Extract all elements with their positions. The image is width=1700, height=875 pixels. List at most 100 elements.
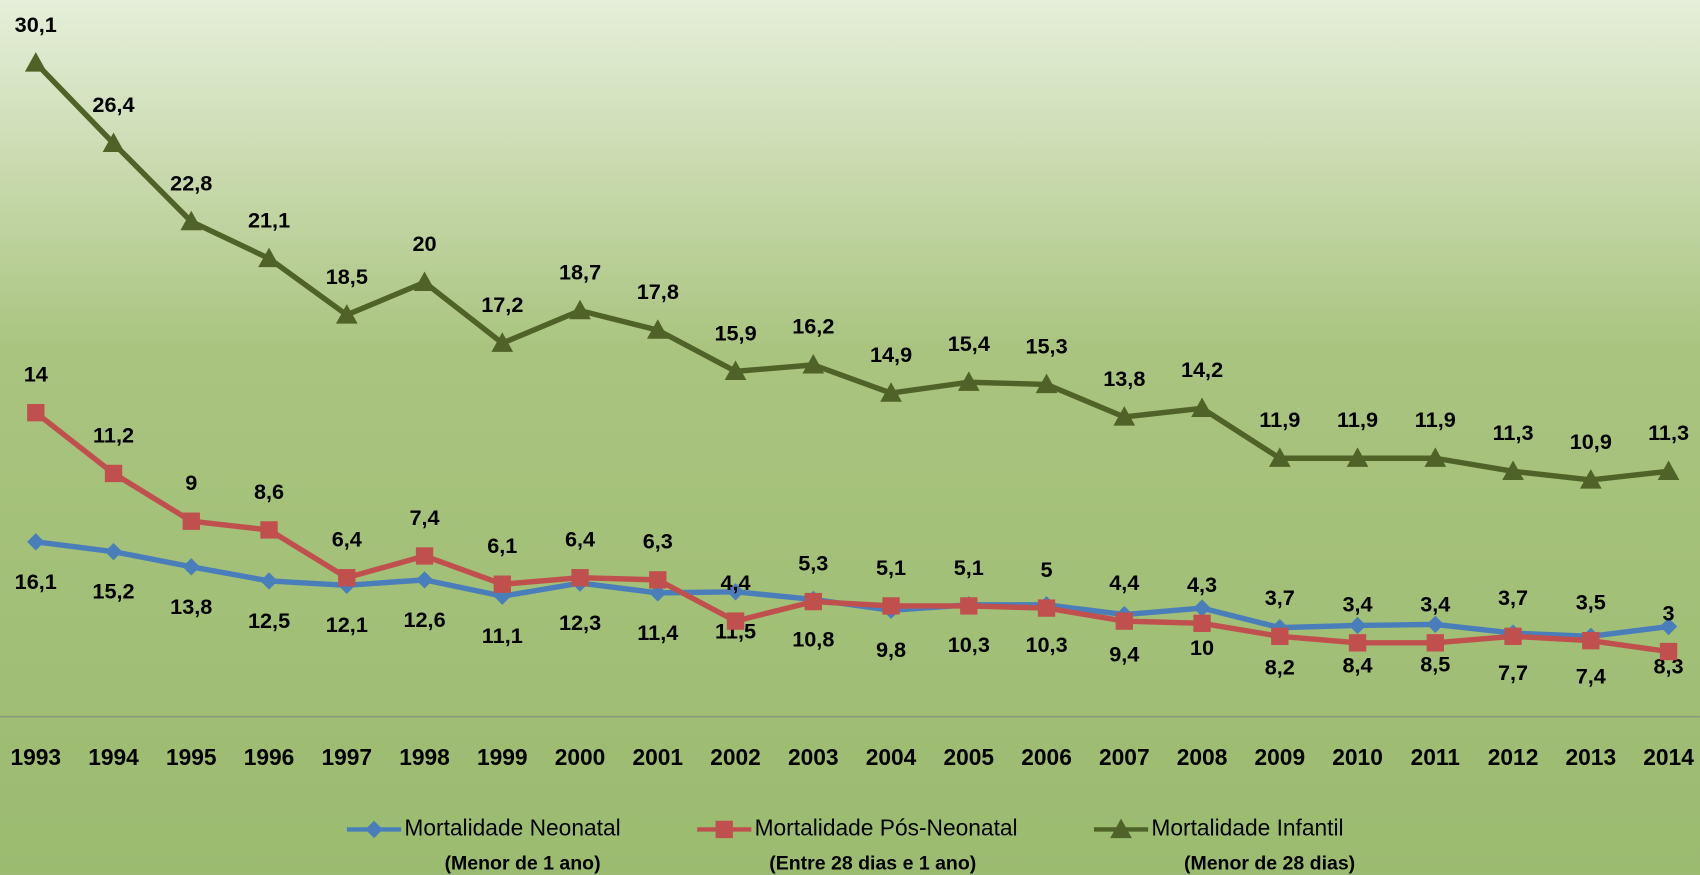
marker: [102, 132, 125, 153]
marker: [491, 332, 514, 352]
marker: [180, 210, 203, 231]
x-tick-label: 2007: [1099, 744, 1150, 770]
data-label: 4,4: [1109, 570, 1139, 595]
data-label: 6,3: [643, 529, 673, 554]
data-label: 3: [1663, 600, 1675, 625]
data-label: 14: [24, 362, 48, 387]
data-label: 11,9: [1259, 407, 1300, 432]
x-tick-label: 1999: [477, 744, 528, 770]
marker: [493, 575, 511, 593]
x-tick-label: 1997: [321, 744, 372, 770]
data-label: 4,4: [720, 570, 750, 595]
marker: [1035, 373, 1058, 394]
data-label: 11,1: [482, 623, 523, 648]
marker: [182, 558, 200, 576]
data-label: 11,3: [1493, 420, 1534, 445]
data-label: 10,3: [1025, 632, 1067, 657]
data-label: 8,4: [1342, 652, 1372, 677]
marker: [260, 572, 278, 590]
marker: [415, 571, 434, 589]
data-label: 5: [1041, 557, 1053, 582]
marker: [413, 271, 436, 292]
x-tick-label: 2008: [1177, 744, 1228, 770]
marker: [1037, 599, 1056, 617]
data-label: 15,9: [714, 320, 756, 345]
marker: [1193, 614, 1211, 632]
data-label: 11,2: [93, 422, 134, 447]
data-label: 14,9: [870, 342, 912, 367]
marker: [1424, 447, 1447, 467]
x-tick-label: 1993: [10, 744, 61, 770]
x-tick-label: 2010: [1332, 744, 1383, 770]
data-label: 14,2: [1181, 357, 1223, 382]
legend-subtitle: (Entre 28 dias e 1 ano): [769, 852, 976, 874]
legend-label: Mortalidade Neonatal: [404, 814, 620, 840]
legend-marker: [1110, 818, 1132, 839]
data-label: 17,8: [637, 279, 679, 304]
data-label: 3,7: [1498, 585, 1528, 610]
data-label: 11,4: [637, 620, 678, 645]
x-tick-label: 1995: [166, 744, 217, 770]
marker: [258, 247, 280, 268]
marker: [415, 547, 434, 565]
marker: [1659, 642, 1678, 661]
marker: [880, 382, 902, 402]
data-label: 16,2: [792, 314, 834, 339]
x-tick-label: 1994: [88, 744, 139, 770]
marker: [335, 304, 358, 324]
series-line: [33, 61, 1669, 483]
data-label: 21,1: [248, 207, 290, 232]
marker: [802, 354, 825, 374]
marker: [1502, 460, 1524, 480]
marker: [260, 521, 278, 539]
marker: [804, 592, 822, 611]
marker: [726, 612, 745, 630]
data-label: 5,3: [798, 550, 828, 575]
marker: [27, 403, 45, 422]
data-label: 3,5: [1576, 590, 1606, 615]
marker: [24, 52, 47, 72]
data-label: 3,4: [1420, 592, 1450, 617]
marker: [1268, 447, 1291, 467]
marker: [957, 371, 980, 391]
data-label: 15,3: [1025, 333, 1067, 358]
marker: [960, 597, 978, 615]
data-label: 20: [412, 231, 436, 256]
data-label: 11,9: [1415, 407, 1456, 432]
marker: [182, 512, 200, 530]
marker: [649, 584, 667, 602]
data-label: 30,1: [15, 12, 57, 37]
data-label: 11,3: [1648, 420, 1689, 445]
data-label: 5,1: [876, 555, 906, 580]
data-label: 15,2: [92, 579, 134, 604]
data-label: 7,7: [1498, 660, 1528, 685]
data-label: 7,4: [1576, 663, 1606, 688]
legend-marker: [365, 820, 383, 839]
x-tick-label: 2013: [1565, 744, 1616, 770]
marker: [1504, 627, 1522, 645]
marker: [1348, 634, 1367, 652]
marker: [1115, 612, 1133, 630]
marker: [1193, 599, 1211, 617]
marker: [1113, 406, 1136, 426]
x-tick-label: 2004: [866, 744, 917, 770]
data-label: 15,4: [948, 331, 990, 356]
data-label: 12,6: [403, 607, 445, 632]
legend-label: Mortalidade Infantil: [1151, 814, 1343, 840]
x-tick-label: 2005: [943, 744, 994, 770]
data-label: 10,9: [1570, 429, 1612, 454]
marker: [1426, 634, 1444, 652]
data-label: 9,4: [1109, 642, 1139, 667]
marker: [1582, 631, 1600, 650]
x-tick-label: 2003: [788, 744, 839, 770]
x-tick-label: 2001: [632, 744, 683, 770]
data-label: 7,4: [409, 505, 439, 530]
data-label: 3,7: [1265, 585, 1295, 610]
x-tick-label: 2012: [1488, 744, 1539, 770]
marker: [724, 360, 747, 381]
data-label: 10,8: [792, 626, 834, 651]
x-tick-label: 1998: [399, 744, 450, 770]
marker: [1191, 397, 1213, 417]
data-label: 12,1: [326, 612, 368, 637]
